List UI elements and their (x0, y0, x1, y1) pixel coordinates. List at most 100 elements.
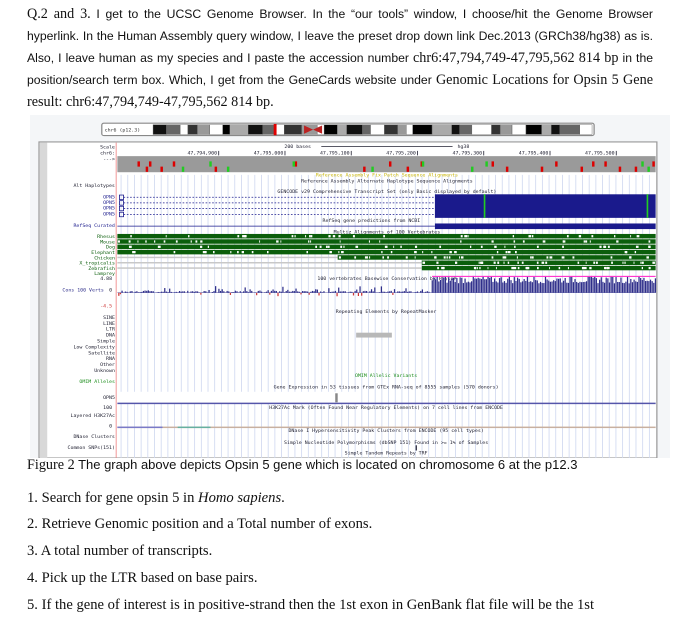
conservation-bar (182, 291, 184, 293)
conservation-bar (597, 283, 599, 293)
step-text: 3. A total number of transcripts. (27, 543, 213, 559)
ideogram-band (579, 124, 593, 135)
alignment-gap (503, 261, 505, 264)
conservation-bar (298, 291, 300, 293)
common-snps-label[interactable]: Common SNPs(151) (68, 445, 115, 451)
alignment-gap (526, 266, 529, 270)
mismatch-mark (148, 161, 152, 167)
layered-h3k27ac-label[interactable]: Layered H3K27Ac (71, 413, 116, 419)
alignment-block[interactable] (421, 265, 656, 271)
alignment-gap (455, 261, 457, 264)
step-item: 2. Retrieve Genomic position and a Total… (27, 514, 372, 534)
alignment-block[interactable] (337, 255, 656, 260)
gtex-bar[interactable] (335, 393, 338, 403)
alignment-gap (460, 256, 464, 259)
alignment-gap (354, 256, 357, 259)
transcript-label[interactable]: OPN5 (103, 195, 115, 201)
mismatch-mark (137, 161, 140, 167)
ideogram-band (209, 124, 224, 135)
alignment-gap (648, 245, 651, 248)
conservation-bar (498, 278, 501, 293)
mismatch-mark (160, 166, 163, 172)
alignment-block[interactable] (421, 260, 656, 265)
conservation-bar (622, 282, 624, 293)
refseq-curated-label[interactable]: RefSeq Curated (73, 223, 115, 229)
alignment-gap (132, 251, 134, 254)
conservation-bar (308, 292, 310, 295)
tick-label: 47,795,500 (585, 151, 615, 157)
alignment-gap (577, 261, 580, 264)
conservation-bar (571, 276, 573, 293)
alignment-block[interactable] (117, 249, 656, 255)
species-label[interactable]: Elephant (91, 250, 115, 256)
conservation-bar (359, 286, 361, 293)
conservation-bar (190, 291, 192, 293)
alt-haplotypes-label: Alt Haplotypes (73, 183, 115, 189)
species-label[interactable]: Zebrafish (88, 266, 115, 272)
step-suffix: . (281, 490, 285, 506)
species-label[interactable]: Rhesus (97, 234, 115, 240)
conservation-bar (558, 278, 560, 293)
refseq-exon-block[interactable] (434, 223, 656, 230)
alignment-gap (566, 235, 569, 238)
conservation-bar (516, 277, 519, 293)
conservation-bar (520, 282, 522, 293)
alignment-gap (502, 256, 505, 259)
snp-mark[interactable] (415, 445, 417, 451)
alignment-gap (595, 261, 598, 264)
alignment-block[interactable] (117, 233, 656, 239)
mismatch-mark (226, 166, 230, 172)
species-label[interactable]: Mouse (100, 240, 115, 246)
species-label[interactable]: Lamprey (94, 271, 115, 277)
gtex-gene-label[interactable]: OPN5 (103, 395, 115, 401)
alignment-gap (431, 251, 433, 254)
conservation-bar (157, 291, 159, 293)
conservation-bar (167, 292, 169, 293)
conservation-bar (454, 282, 456, 293)
conservation-bar (361, 292, 363, 296)
species-label[interactable]: X_tropicalis (79, 261, 115, 267)
conservation-bar (242, 291, 245, 293)
gencode-track[interactable]: OPN5 OPN5 OPN5 OPN5 (103, 194, 656, 218)
fix-patch-title: Reference Assembly Fix Patch Sequence Al… (316, 173, 458, 179)
alignment-gap (515, 251, 517, 254)
conservation-bar (607, 278, 609, 293)
exon-marker (646, 194, 649, 218)
alignment-gap (294, 235, 296, 238)
alignment-gap (338, 235, 341, 238)
ideogram-band (197, 124, 210, 135)
omim-alleles-label[interactable]: OMIM Alleles (79, 379, 115, 385)
alignment-block[interactable] (117, 239, 656, 244)
dnase-clusters-label[interactable]: DNase Clusters (73, 434, 115, 440)
transcript-label[interactable]: OPN5 (103, 206, 115, 212)
conservation-bar (574, 279, 576, 293)
exon-block[interactable] (434, 194, 656, 218)
conservation-bar (362, 291, 364, 293)
conservation-bar (528, 281, 530, 293)
conservation-bar (536, 280, 538, 293)
alignment-gap (610, 256, 613, 259)
transcript-label[interactable]: OPN5 (103, 212, 115, 218)
alignment-gap (604, 245, 607, 248)
conservation-bar (390, 290, 392, 293)
species-label[interactable]: Chicken (94, 255, 115, 261)
conservation-bar (316, 289, 318, 293)
alignment-gap (400, 245, 402, 248)
species-label[interactable]: Dog (106, 245, 115, 251)
cons-label[interactable]: Cons 100 Verts (62, 288, 104, 294)
conservation-bar (328, 288, 330, 293)
conservation-bar (443, 277, 445, 293)
conservation-bar (580, 282, 583, 293)
alignment-gap (479, 266, 481, 270)
gencode-title: GENCODE v29 Comprehensive Transcript Set… (277, 189, 496, 195)
conservation-bar (549, 281, 552, 293)
alignment-gap (422, 261, 426, 264)
alignment-gap (436, 261, 439, 264)
transcript-label[interactable]: OPN5 (103, 200, 115, 206)
conservation-bar (408, 291, 410, 293)
mismatch-mark (363, 166, 366, 172)
conservation-bar (366, 290, 368, 293)
conservation-bar (259, 290, 261, 293)
conservation-bar (487, 276, 489, 293)
repeat-element[interactable] (356, 332, 392, 338)
